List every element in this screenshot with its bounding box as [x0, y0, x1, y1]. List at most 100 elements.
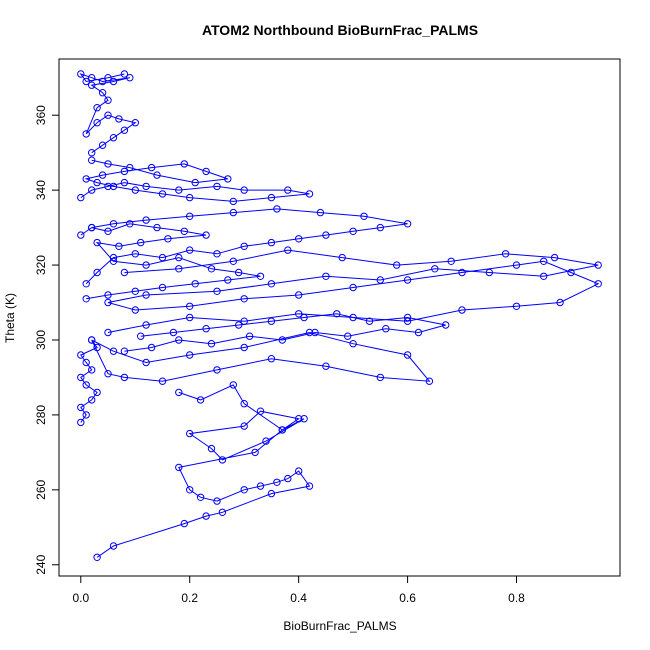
data-series	[93, 381, 314, 561]
data-point	[77, 373, 85, 382]
data-point	[403, 351, 412, 359]
data-point	[180, 160, 189, 168]
data-point	[120, 126, 129, 134]
data-point	[403, 220, 412, 228]
data-point	[300, 313, 308, 322]
data-point	[207, 265, 216, 273]
data-point	[207, 340, 216, 348]
data-point	[256, 482, 265, 490]
data-point	[256, 407, 265, 415]
data-point	[126, 74, 134, 82]
data-point	[104, 291, 112, 299]
data-point	[191, 178, 199, 187]
data-point	[224, 175, 232, 183]
data-point	[77, 70, 85, 78]
data-point	[98, 171, 107, 179]
data-point	[240, 400, 248, 408]
data-point	[458, 306, 466, 314]
data-point	[137, 238, 145, 247]
data-point	[202, 167, 210, 176]
data-point	[98, 141, 107, 149]
data-point	[295, 467, 303, 475]
data-point	[147, 343, 156, 352]
data-point	[93, 343, 101, 352]
data-point	[447, 257, 455, 265]
data-point	[403, 276, 412, 284]
data-point	[131, 287, 140, 295]
data-point	[104, 111, 112, 119]
data-point	[88, 396, 96, 404]
data-point	[284, 474, 292, 483]
data-point	[218, 508, 227, 516]
data-series	[77, 156, 314, 206]
series-line	[80, 159, 310, 202]
data-point	[245, 332, 254, 340]
x-tick-label: 0.6	[399, 591, 416, 605]
data-point	[153, 171, 161, 179]
data-point	[376, 276, 384, 284]
data-point	[240, 422, 248, 430]
data-point	[344, 332, 352, 340]
data-point	[322, 231, 330, 239]
data-layer	[77, 70, 602, 561]
data-point	[82, 381, 90, 389]
data-point	[235, 321, 243, 329]
data-point	[175, 336, 183, 344]
data-point	[207, 444, 216, 453]
data-point	[202, 231, 210, 239]
data-point	[109, 182, 118, 191]
data-point	[485, 268, 493, 277]
data-point	[88, 156, 96, 164]
data-point	[540, 272, 548, 280]
data-point	[120, 347, 129, 355]
data-point	[267, 489, 276, 498]
data-point	[131, 306, 140, 314]
data-point	[88, 223, 96, 232]
data-point	[88, 186, 96, 194]
data-series	[77, 328, 434, 427]
data-point	[142, 321, 150, 329]
data-point	[218, 456, 227, 464]
data-point	[305, 190, 314, 198]
data-point	[305, 328, 314, 337]
data-point	[77, 193, 85, 202]
data-point	[425, 377, 434, 385]
data-point	[256, 272, 265, 280]
data-point	[322, 362, 330, 370]
data-point	[442, 321, 450, 329]
x-tick-label: 0.4	[290, 591, 307, 605]
data-point	[213, 497, 221, 505]
data-point	[142, 216, 150, 224]
data-point	[360, 212, 368, 221]
data-point	[120, 178, 129, 187]
data-point	[88, 336, 96, 344]
data-point	[273, 478, 281, 486]
data-point	[213, 287, 221, 295]
data-point	[82, 77, 90, 86]
data-point	[393, 261, 401, 269]
data-point	[93, 104, 101, 112]
data-point	[267, 193, 276, 202]
y-tick-label: 280	[34, 405, 48, 425]
data-point	[262, 437, 270, 445]
y-axis-label: Theta (K)	[3, 293, 17, 343]
data-point	[77, 418, 85, 427]
data-point	[295, 235, 303, 243]
data-point	[175, 186, 183, 194]
data-point	[126, 163, 134, 172]
series-line	[79, 73, 137, 154]
data-point	[240, 343, 248, 352]
y-axis: 240 260 280 300 320 340 360	[34, 105, 60, 575]
y-tick-label: 340	[34, 180, 48, 200]
data-point	[158, 253, 167, 262]
data-point	[158, 377, 167, 385]
data-point	[300, 415, 308, 423]
y-tick-label: 260	[34, 480, 48, 500]
data-point	[305, 482, 314, 490]
data-point	[376, 223, 384, 232]
data-point	[93, 178, 101, 187]
data-point	[82, 295, 90, 303]
data-point	[175, 388, 183, 397]
data-point	[229, 208, 238, 217]
data-point	[109, 542, 118, 550]
